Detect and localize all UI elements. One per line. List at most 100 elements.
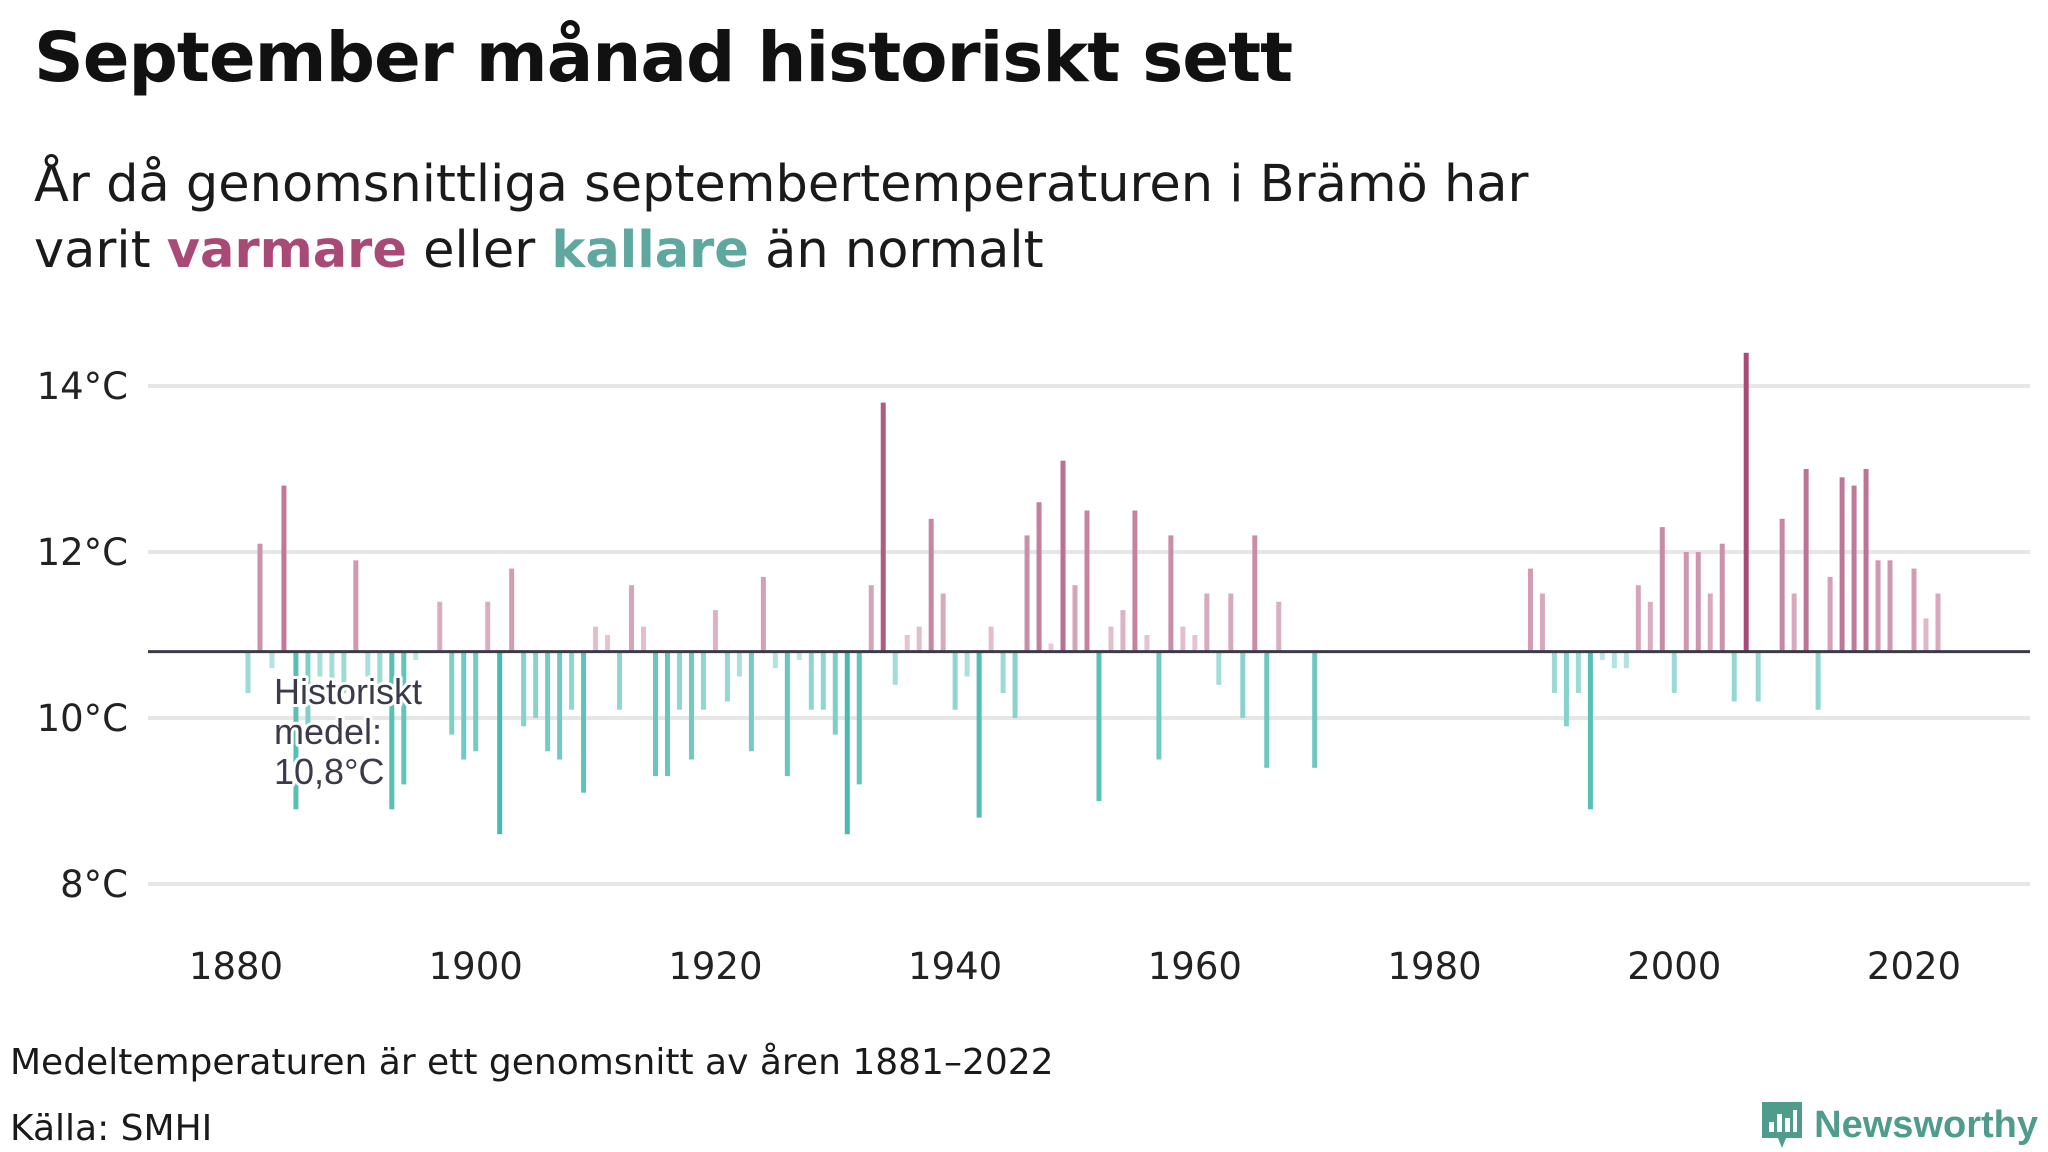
footer-source: Källa: SMHI <box>10 1108 213 1149</box>
bar-1901 <box>485 601 491 652</box>
baseline-annotation-line: Historiskt <box>274 671 422 712</box>
y-tick-label: 8°C <box>60 863 128 906</box>
bar-1932 <box>856 651 862 785</box>
bar-1956 <box>1144 635 1150 652</box>
bar-1922 <box>736 651 742 677</box>
subtitle-line-1: År då genomsnittliga septembertemperatur… <box>34 155 1529 214</box>
bar-2021 <box>1923 618 1929 652</box>
bar-1881 <box>245 651 251 694</box>
bar-1905 <box>533 651 539 718</box>
bar-1995 <box>1611 651 1617 669</box>
bar-1958 <box>1168 535 1174 652</box>
footer-note: Medeltemperaturen är ett genomsnitt av å… <box>10 1042 1054 1083</box>
bar-1924 <box>760 576 766 652</box>
bar-1910 <box>593 626 599 652</box>
bar-1964 <box>1240 651 1246 718</box>
x-tick-label: 1940 <box>908 945 1002 988</box>
bar-1991 <box>1563 651 1569 727</box>
bar-2006 <box>1743 352 1749 652</box>
bar-1934 <box>880 402 886 652</box>
x-tick-label: 1980 <box>1387 945 1481 988</box>
x-tick-label: 1880 <box>189 945 283 988</box>
bar-1988 <box>1527 568 1533 652</box>
bar-1913 <box>629 585 635 652</box>
x-tick-label: 2000 <box>1627 945 1721 988</box>
chart-title: September månad historiskt sett <box>34 18 1293 98</box>
legend-warm-word: varmare <box>166 221 407 280</box>
bar-2014 <box>1839 477 1845 652</box>
bar-2017 <box>1875 560 1881 652</box>
bar-1886 <box>305 651 311 735</box>
bar-1898 <box>449 651 455 735</box>
bar-1917 <box>676 651 682 710</box>
x-tick-label: 1920 <box>668 945 762 988</box>
bar-1899 <box>461 651 467 760</box>
y-tick-label: 12°C <box>37 531 128 574</box>
bar-1889 <box>341 651 347 694</box>
bar-1902 <box>497 651 503 835</box>
bar-1885 <box>293 651 299 810</box>
bar-1921 <box>724 651 730 702</box>
brand-name: Newsworthy <box>1814 1103 2038 1146</box>
bar-1951 <box>1084 510 1090 652</box>
bar-1914 <box>641 626 647 652</box>
baseline-annotation-line: 10,8°C <box>274 751 384 792</box>
bar-1941 <box>964 651 970 677</box>
x-axis-labels: 1880 1900 1920 1940 1960 1980 2000 2020 <box>189 945 1961 988</box>
bar-1903 <box>509 568 515 652</box>
bar-1894 <box>401 651 407 785</box>
bar-1997 <box>1635 585 1641 652</box>
bar-1888 <box>329 651 335 685</box>
bar-1952 <box>1096 651 1102 801</box>
bar-2020 <box>1911 568 1917 652</box>
x-tick-label: 2020 <box>1867 945 1961 988</box>
bar-1939 <box>940 593 946 652</box>
bar-1970 <box>1312 651 1318 768</box>
bar-2001 <box>1683 552 1689 652</box>
bar-2022 <box>1935 593 1941 652</box>
bar-1967 <box>1276 601 1282 652</box>
bar-1931 <box>844 651 850 835</box>
bar-2013 <box>1827 576 1833 652</box>
bar-2005 <box>1731 651 1737 702</box>
y-axis-labels: 8°C 10°C 12°C 14°C <box>37 365 128 906</box>
bar-1893 <box>389 651 395 810</box>
bar-1883 <box>269 651 275 669</box>
bar-chart: 8°C 10°C 12°C 14°C 1880 1900 1920 1940 1960 1980… <box>37 352 2030 988</box>
bar-1944 <box>1000 651 1006 694</box>
y-tick-label: 14°C <box>37 365 128 408</box>
bar-1962 <box>1216 651 1222 685</box>
bar-1950 <box>1072 585 1078 652</box>
bar-1989 <box>1539 593 1545 652</box>
bar-1912 <box>617 651 623 710</box>
baseline-annotation-line: medel: <box>274 711 382 752</box>
bar-1963 <box>1228 593 1234 652</box>
legend-cold-word: kallare <box>551 221 749 280</box>
bar-1908 <box>569 651 575 710</box>
brand-logo: Newsworthy <box>1760 1100 2038 1150</box>
bar-1943 <box>988 626 994 652</box>
bar-1930 <box>832 651 838 735</box>
bar-1927 <box>796 651 802 660</box>
bar-2011 <box>1803 469 1809 652</box>
bar-1923 <box>748 651 754 752</box>
bar-1946 <box>1024 535 1030 652</box>
bar-1942 <box>976 651 982 818</box>
x-tick-label: 1900 <box>429 945 523 988</box>
bar-2015 <box>1851 485 1857 652</box>
bar-1965 <box>1252 535 1258 652</box>
bar-1992 <box>1575 651 1581 694</box>
bar-1916 <box>664 651 670 777</box>
newsworthy-logo-icon <box>1762 1102 1803 1148</box>
bar-1954 <box>1120 610 1126 652</box>
bar-2002 <box>1695 552 1701 652</box>
bar-2007 <box>1755 651 1761 702</box>
bar-1907 <box>557 651 563 760</box>
bar-1890 <box>353 560 359 652</box>
subtitle-word-normalt: än normalt <box>765 221 1044 280</box>
bar-1935 <box>892 651 898 685</box>
chart-subtitle: År då genomsnittliga septembertemperatur… <box>34 152 1529 284</box>
bar-1940 <box>952 651 958 710</box>
bar-2018 <box>1887 560 1893 652</box>
bar-1966 <box>1264 651 1270 768</box>
